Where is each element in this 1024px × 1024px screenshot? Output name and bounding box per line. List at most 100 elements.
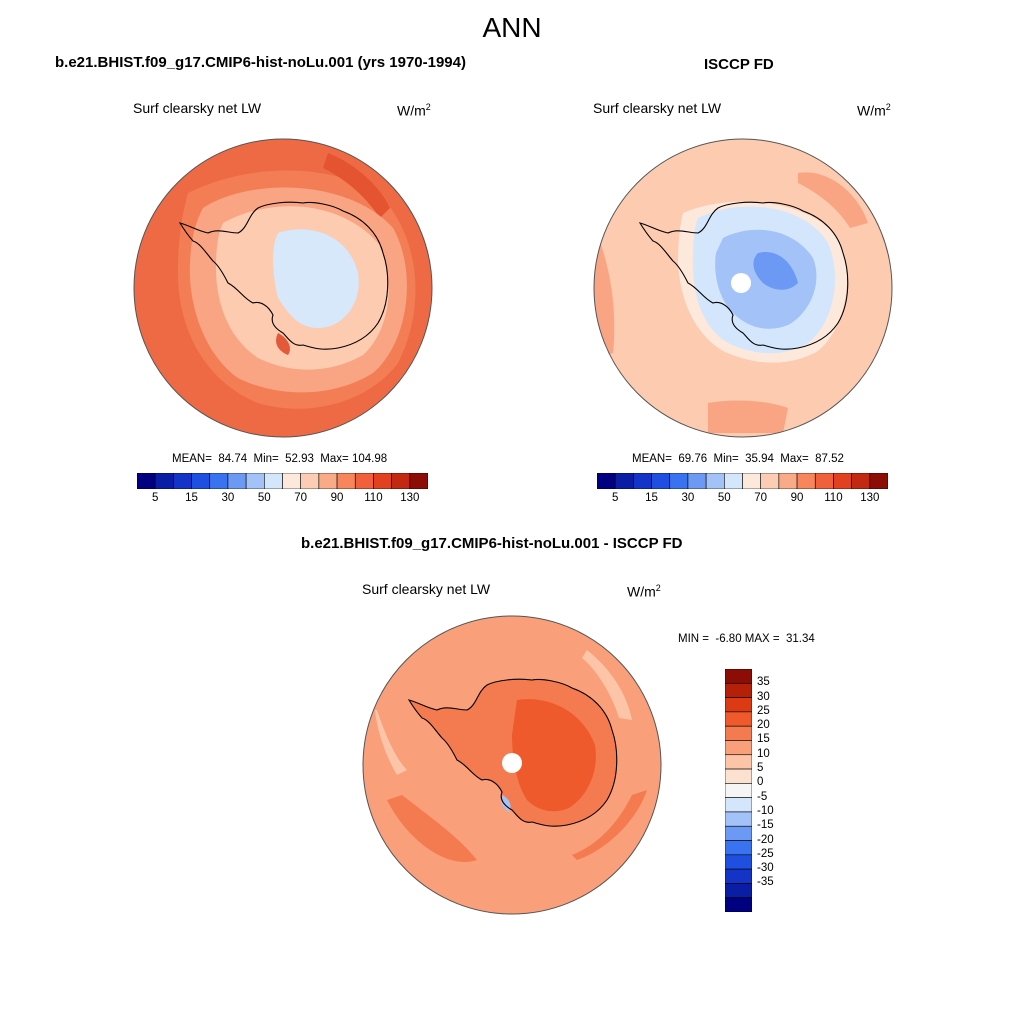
colorbar-swatch [851, 473, 871, 489]
colorbar-swatch [227, 473, 247, 489]
colorbar-swatch [725, 883, 752, 899]
colorbar-swatch [725, 897, 752, 912]
colorbar-tick-label: 20 [757, 719, 770, 732]
model-stats: MEAN= 84.74 Min= 52.93 Max= 104.98 [172, 453, 388, 465]
colorbar-swatch [336, 473, 356, 489]
northeast-warm-patch [798, 172, 868, 228]
colorbar-tick-label: 130 [400, 492, 420, 504]
colorbar-swatch [725, 697, 752, 713]
plateau-core [753, 252, 798, 290]
warm-patch-southeast [572, 790, 647, 860]
pole-hole [502, 753, 522, 773]
model-panel-title: b.e21.BHIST.f09_g17.CMIP6-hist-noLu.001 … [55, 54, 466, 71]
colorbar-tick-label: 5 [757, 762, 764, 775]
colorbar-swatch [725, 797, 752, 813]
model-colorbar [137, 473, 428, 489]
colorbar-swatch [651, 473, 671, 489]
colorbar-tick-label: -15 [757, 819, 774, 832]
cool-patch-northeast [582, 650, 632, 720]
warm-patch [323, 153, 390, 218]
colorbar-tick-label: -35 [757, 876, 774, 889]
colorbar-swatch [705, 473, 725, 489]
colorbar-swatch [614, 473, 634, 489]
colorbar-tick-label: 70 [754, 492, 768, 504]
colorbar-swatch [264, 473, 283, 489]
colorbar-swatch [173, 473, 192, 489]
colorbar-tick-label: 130 [860, 492, 880, 504]
colorbar-swatch [209, 473, 229, 489]
colorbar-tick-label: 50 [257, 492, 271, 504]
colorbar-tick-label: 70 [294, 492, 308, 504]
colorbar-tick-label: -5 [757, 790, 768, 803]
colorbar-swatch [725, 669, 752, 684]
warm-patch-southwest [387, 795, 477, 862]
colorbar-swatch [354, 473, 374, 489]
colorbar-swatch [154, 473, 174, 489]
plateau-field [273, 229, 359, 328]
colorbar-tick-label: 30 [681, 492, 695, 504]
colorbar-swatch [742, 473, 761, 489]
colorbar-swatch [245, 473, 265, 489]
colorbar-swatch [869, 473, 888, 489]
model-polar-map [133, 138, 433, 438]
model-units: W/m2 [397, 102, 431, 119]
colorbar-swatch [778, 473, 798, 489]
colorbar-tick-label: -20 [757, 833, 774, 846]
colorbar-swatch [760, 473, 780, 489]
pole-hole [731, 273, 751, 293]
colorbar-swatch [725, 725, 752, 741]
map-border [593, 138, 893, 438]
figure-title: ANN [482, 12, 542, 43]
colorbar-swatch [409, 473, 428, 489]
diff-units: W/m2 [627, 583, 661, 600]
colorbar-tick-label: 15 [645, 492, 658, 504]
colorbar-tick-label: 5 [611, 492, 619, 504]
colorbar-tick-label: -25 [757, 847, 774, 860]
colorbar-swatch [725, 854, 752, 870]
colorbar-swatch [725, 754, 752, 770]
ross-warm-patch [276, 333, 290, 355]
antarctica-coastline [638, 201, 849, 350]
colorbar-swatch [191, 473, 211, 489]
colorbar-tick-label: 110 [364, 492, 383, 504]
colorbar-swatch [725, 768, 752, 784]
colorbar-tick-label: 35 [757, 676, 770, 689]
colorbar-swatch [725, 840, 752, 856]
diff-panel-title: b.e21.BHIST.f09_g17.CMIP6-hist-noLu.001 … [301, 535, 683, 552]
obs-colorbar [597, 473, 888, 489]
continent-warm-core [512, 699, 596, 812]
colorbar-tick-label: -30 [757, 862, 774, 875]
obs-units: W/m2 [857, 102, 891, 119]
colorbar-swatch [137, 473, 156, 489]
colorbar-swatch [633, 473, 652, 489]
antarctica-coastline [407, 678, 618, 827]
colorbar-swatch [391, 473, 411, 489]
antarctica-coastline [178, 201, 389, 350]
colorbar-swatch [725, 682, 752, 698]
model-colorbar-labels: 5 15 30 50 70 90 110 130 [137, 492, 428, 508]
colorbar-tick-label: 10 [757, 747, 770, 760]
colorbar-tick-label: 110 [824, 492, 843, 504]
colorbar-swatch [669, 473, 689, 489]
colorbar-swatch [300, 473, 320, 489]
colorbar-tick-label: 30 [757, 690, 770, 703]
diff-stats: MIN = -6.80 MAX = 31.34 [678, 633, 815, 645]
obs-polar-map [593, 138, 893, 438]
colorbar-swatch [725, 868, 752, 884]
cool-patch-west [375, 710, 407, 775]
colorbar-swatch [725, 711, 752, 727]
colorbar-tick-label: 90 [330, 492, 344, 504]
obs-stats: MEAN= 69.76 Min= 35.94 Max= 87.52 [632, 453, 844, 465]
colorbar-swatch [597, 473, 616, 489]
colorbar-swatch [796, 473, 816, 489]
diff-variable-label: Surf clearsky net LW [362, 581, 491, 597]
colorbar-tick-label: -10 [757, 804, 774, 817]
diff-colorbar [725, 669, 752, 912]
colorbar-swatch [282, 473, 301, 489]
obs-variable-label: Surf clearsky net LW [593, 100, 722, 116]
obs-colorbar-labels: 5 15 30 50 70 90 110 130 [597, 492, 888, 508]
colorbar-swatch [318, 473, 338, 489]
colorbar-swatch [373, 473, 392, 489]
obs-panel-title: ISCCP FD [704, 56, 774, 73]
colorbar-tick-label: 0 [757, 776, 764, 789]
